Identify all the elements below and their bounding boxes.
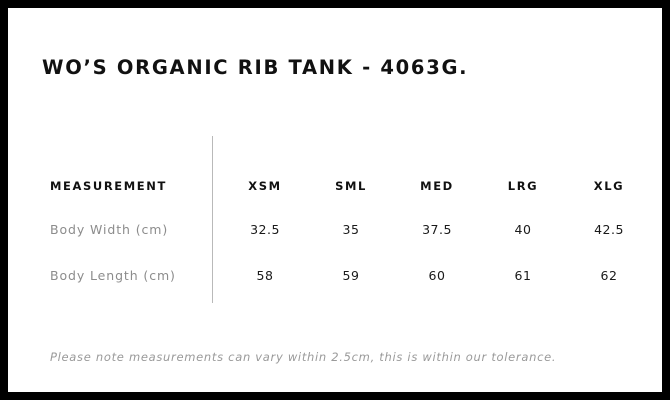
cell-body-length-sml: 59 — [342, 267, 360, 283]
size-chart-sheet: WO’S ORGANIC RIB TANK - 4063G. MEASUREME… — [8, 8, 662, 392]
column-header-lrg: LRG — [507, 179, 539, 193]
cell-body-length-lrg: 61 — [514, 267, 532, 283]
cell-body-width-med: 37.5 — [422, 221, 452, 237]
cell-body-width-xsm: 32.5 — [250, 221, 280, 237]
size-chart-table: MEASUREMENT XSM SML MED LRG XLG Body Wid… — [42, 166, 652, 298]
table-row: Body Width (cm) 32.5 35 37.5 40 42.5 — [42, 206, 652, 252]
row-label-body-width: Body Width (cm) — [50, 221, 169, 237]
column-header-med: MED — [420, 179, 454, 193]
table-header-row: MEASUREMENT XSM SML MED LRG XLG — [42, 166, 652, 206]
tolerance-footnote: Please note measurements can vary within… — [50, 350, 557, 364]
cell-body-length-xlg: 62 — [600, 267, 618, 283]
page-title: WO’S ORGANIC RIB TANK - 4063G. — [42, 56, 469, 79]
cell-body-width-xlg: 42.5 — [594, 221, 624, 237]
cell-body-length-xsm: 58 — [256, 267, 274, 283]
cell-body-width-sml: 35 — [342, 221, 360, 237]
column-header-xlg: XLG — [593, 179, 625, 193]
column-header-sml: SML — [335, 179, 367, 193]
column-header-measurement: MEASUREMENT — [50, 179, 167, 193]
table-vertical-divider — [212, 136, 213, 303]
column-header-xsm: XSM — [248, 179, 282, 193]
table-row: Body Length (cm) 58 59 60 61 62 — [42, 252, 652, 298]
cell-body-length-med: 60 — [428, 267, 446, 283]
cell-body-width-lrg: 40 — [514, 221, 532, 237]
row-label-body-length: Body Length (cm) — [50, 267, 176, 283]
